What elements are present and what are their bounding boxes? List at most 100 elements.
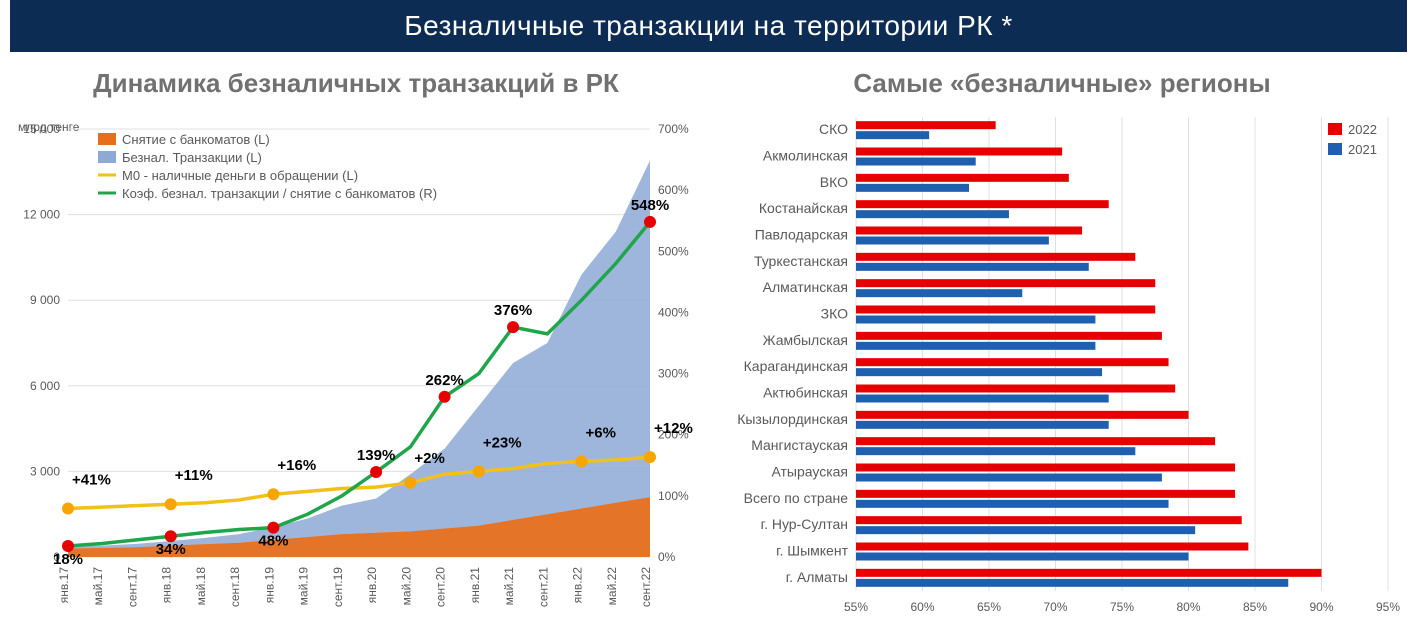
m0-marker: [404, 477, 416, 489]
m0-marker: [62, 502, 74, 514]
bar-2021: [856, 526, 1195, 534]
x-tick-label: сент.20: [434, 567, 448, 607]
bar-2022: [856, 332, 1162, 340]
x-tick-label: май.20: [399, 567, 413, 606]
region-label: СКО: [819, 121, 848, 137]
svg-text:700%: 700%: [658, 122, 689, 136]
right-chart-title: Самые «безналичные» регионы: [716, 68, 1408, 99]
bar-2021: [856, 237, 1049, 245]
region-label: Павлодарская: [755, 227, 848, 243]
bar-2022: [856, 200, 1109, 208]
region-label: Костанайская: [759, 200, 848, 216]
ratio-label: 48%: [258, 533, 288, 550]
ratio-marker: [439, 391, 451, 403]
m0-label: +16%: [277, 457, 316, 474]
dynamics-chart: млрд тенге03 0006 0009 00012 00015 0000%…: [10, 109, 702, 629]
x-tick-label: 80%: [1176, 600, 1200, 614]
bar-2022: [856, 543, 1248, 551]
bar-2022: [856, 358, 1169, 366]
x-tick-label: янв.19: [262, 567, 276, 604]
bar-2021: [856, 158, 976, 166]
region-label: г. Нур-Султан: [761, 516, 848, 532]
x-tick-label: янв.18: [160, 567, 174, 604]
svg-text:9 000: 9 000: [30, 293, 60, 307]
x-tick-label: 65%: [977, 600, 1001, 614]
x-tick-label: сент.17: [125, 567, 139, 607]
bar-2021: [856, 553, 1189, 561]
right-legend: 20222021: [1328, 122, 1377, 157]
bar-2022: [856, 569, 1322, 577]
x-tick-label: янв.22: [571, 567, 585, 604]
bar-2022: [856, 385, 1175, 393]
bar-2021: [856, 474, 1162, 482]
svg-text:М0 - наличные деньги в обращен: М0 - наличные деньги в обращении (L): [122, 168, 358, 183]
m0-label: +6%: [586, 424, 616, 441]
x-tick-label: янв.20: [365, 567, 379, 604]
region-label: Актюбинская: [763, 385, 848, 401]
bar-2022: [856, 490, 1235, 498]
bar-2021: [856, 500, 1169, 508]
x-tick-label: сент.21: [536, 567, 550, 607]
cashless-area: [68, 160, 650, 548]
m0-marker: [267, 488, 279, 500]
bar-2021: [856, 263, 1089, 271]
bar-2021: [856, 131, 929, 139]
ratio-label: 34%: [156, 541, 186, 558]
x-tick-label: 75%: [1110, 600, 1134, 614]
m0-label: +11%: [175, 467, 213, 484]
svg-text:600%: 600%: [658, 183, 689, 197]
ratio-label: 376%: [494, 302, 532, 319]
bar-2021: [856, 184, 969, 192]
x-tick-label: май.17: [91, 567, 105, 606]
bar-2021: [856, 421, 1109, 429]
x-tick-label: май.22: [605, 567, 619, 606]
svg-text:15 000: 15 000: [23, 122, 60, 136]
x-tick-label: 60%: [910, 600, 934, 614]
m0-label: +12%: [654, 420, 693, 437]
ratio-marker: [370, 466, 382, 478]
svg-text:12 000: 12 000: [23, 208, 60, 222]
svg-text:Коэф. безнал. транзакции / сня: Коэф. безнал. транзакции / снятие с банк…: [122, 186, 437, 201]
ratio-label: 262%: [425, 372, 463, 389]
x-tick-label: сент.19: [331, 567, 345, 607]
x-tick-label: 90%: [1309, 600, 1333, 614]
svg-text:100%: 100%: [658, 489, 689, 503]
svg-text:0%: 0%: [658, 550, 676, 564]
bar-2022: [856, 227, 1082, 235]
bar-2021: [856, 368, 1102, 376]
bar-2021: [856, 447, 1135, 455]
x-tick-label: 70%: [1043, 600, 1067, 614]
ratio-marker: [507, 321, 519, 333]
region-label: Всего по стране: [744, 490, 849, 506]
bar-2021: [856, 395, 1109, 403]
x-tick-label: сент.18: [228, 567, 242, 607]
bar-2022: [856, 464, 1235, 472]
bar-2022: [856, 148, 1062, 156]
bar-2021: [856, 210, 1009, 218]
bar-2021: [856, 579, 1288, 587]
left-panel: Динамика безналичных транзакций в РК млр…: [10, 68, 702, 629]
region-label: ЗКО: [821, 306, 848, 322]
ratio-marker: [644, 216, 656, 228]
x-tick-label: май.21: [502, 567, 516, 606]
infographic-root: Безналичные транзакции на территории РК …: [0, 0, 1417, 634]
svg-text:500%: 500%: [658, 244, 689, 258]
bar-2022: [856, 279, 1155, 287]
x-tick-label: янв.17: [57, 567, 71, 604]
bar-2022: [856, 516, 1242, 524]
m0-marker: [165, 498, 177, 510]
bar-2022: [856, 253, 1135, 261]
m0-marker: [473, 465, 485, 477]
x-tick-label: 55%: [844, 600, 868, 614]
right-panel: Самые «безналичные» регионы 55% 60% 65% 70%…: [716, 68, 1408, 629]
svg-text:3 000: 3 000: [30, 464, 60, 478]
bar-2021: [856, 289, 1022, 297]
x-tick-label: 95%: [1376, 600, 1400, 614]
x-tick-label: янв.21: [468, 567, 482, 604]
bar-2021: [856, 316, 1095, 324]
x-tick-label: май.18: [194, 567, 208, 606]
region-label: г. Алматы: [786, 569, 848, 585]
m0-label: +2%: [414, 450, 444, 467]
region-label: Жамбылская: [763, 332, 848, 348]
region-label: Алматинская: [763, 279, 848, 295]
